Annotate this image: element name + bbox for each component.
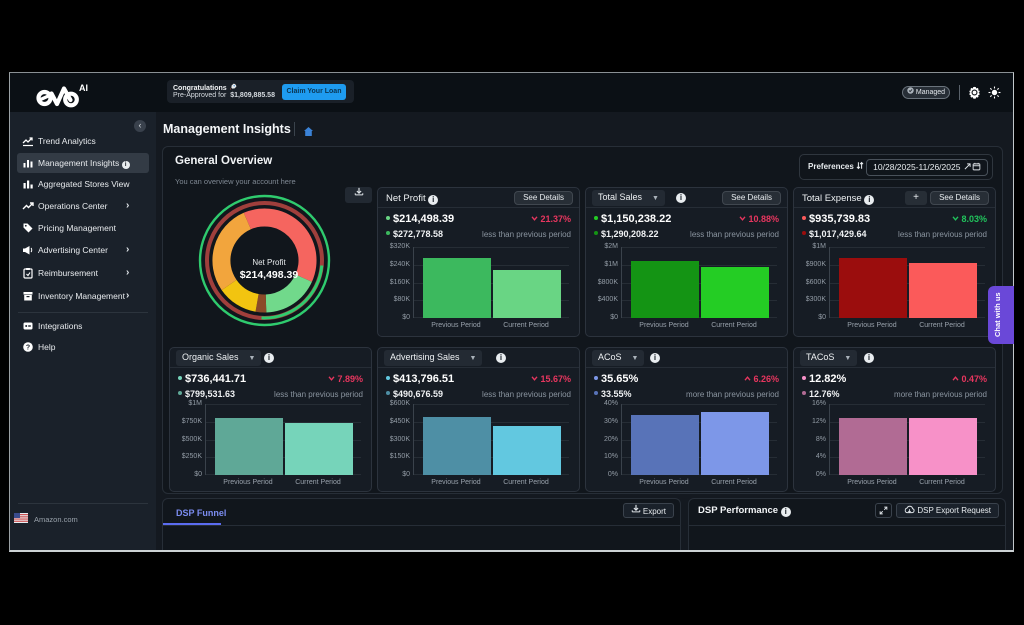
svg-text:?: ?: [26, 344, 30, 351]
svg-text:AI: AI: [79, 83, 88, 93]
